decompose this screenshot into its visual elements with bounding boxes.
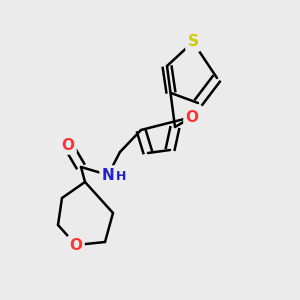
Text: H: H <box>116 170 126 184</box>
Text: O: O <box>185 110 199 124</box>
Text: S: S <box>188 34 199 50</box>
Text: O: O <box>61 137 74 152</box>
Text: N: N <box>102 167 114 182</box>
Text: O: O <box>70 238 83 253</box>
